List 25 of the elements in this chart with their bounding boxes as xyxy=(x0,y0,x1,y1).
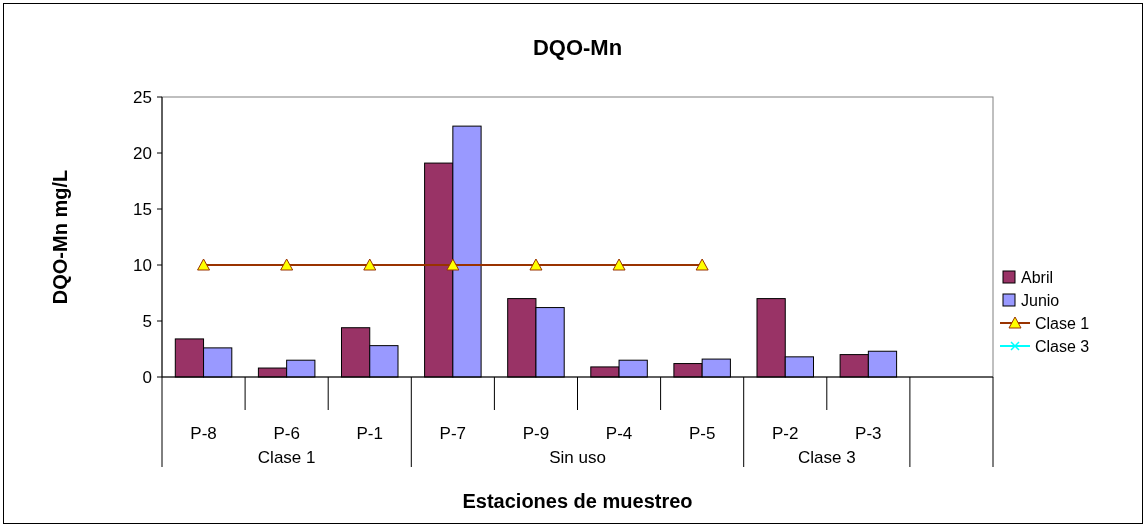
y-tick-label: 15 xyxy=(133,199,152,219)
text: Sin uso xyxy=(549,448,606,467)
x-tick-label: P-9 xyxy=(522,424,550,443)
chart-title: DQO-Mn xyxy=(532,35,623,60)
x-tick-label: P-6 xyxy=(273,424,300,443)
text: Clase 3 xyxy=(797,448,856,467)
legend-label: Clase 3 xyxy=(1035,337,1090,355)
legend-label: Clase 1 xyxy=(1035,314,1090,332)
legend-label: Abril xyxy=(1021,268,1054,286)
x-tick-label: P-8 xyxy=(190,424,217,443)
y-tick-label: 10 xyxy=(133,255,152,275)
x-tick-label: P-5 xyxy=(688,424,716,443)
x-axis-title: Estaciones de muestreo xyxy=(462,490,693,512)
y-tick-label: 0 xyxy=(142,367,152,387)
y-tick-label: 5 xyxy=(142,311,152,331)
x-tick-label: P-4 xyxy=(605,424,633,443)
x-tick-label: P-3 xyxy=(855,424,882,443)
x-tick-label: P-1 xyxy=(356,424,383,443)
y-tick-label: 25 xyxy=(133,87,152,107)
y-axis-title: DQO-Mn mg/L xyxy=(49,169,71,305)
x-tick-label: P-2 xyxy=(772,424,799,443)
legend-label: Junio xyxy=(1021,291,1060,309)
y-tick-label: 20 xyxy=(133,143,152,163)
x-tick-label: P-7 xyxy=(439,424,467,443)
text: Clase 1 xyxy=(257,448,316,467)
